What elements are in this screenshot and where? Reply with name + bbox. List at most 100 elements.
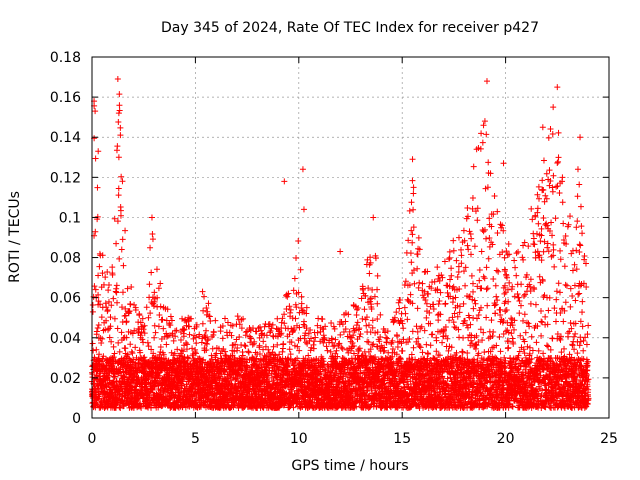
data-point	[278, 319, 285, 326]
data-point	[147, 310, 154, 317]
data-point	[160, 351, 167, 358]
data-point	[90, 347, 97, 354]
data-point	[193, 340, 200, 347]
data-point	[97, 301, 104, 308]
data-point	[410, 206, 417, 213]
data-point	[149, 387, 156, 394]
data-point	[123, 318, 130, 325]
data-point	[105, 287, 112, 294]
data-point	[96, 263, 103, 270]
data-point	[115, 185, 122, 192]
data-point	[361, 306, 368, 313]
data-point	[92, 286, 99, 293]
data-point	[117, 212, 124, 219]
data-point	[128, 348, 135, 355]
data-point	[173, 327, 180, 334]
data-point	[374, 300, 381, 307]
data-point	[92, 386, 99, 393]
data-point	[415, 234, 422, 241]
data-point	[141, 322, 148, 329]
data-point	[149, 236, 156, 243]
data-point	[210, 329, 217, 336]
data-point	[116, 255, 123, 262]
data-point	[374, 316, 381, 323]
data-point	[152, 329, 159, 336]
data-point	[181, 326, 188, 333]
data-point	[319, 316, 326, 323]
data-point	[393, 309, 400, 316]
data-point	[374, 286, 381, 293]
chart-title: Day 345 of 2024, Rate Of TEC Index for r…	[161, 20, 539, 36]
data-point	[132, 306, 139, 313]
data-point	[129, 330, 136, 337]
data-point	[109, 264, 116, 271]
data-point	[291, 275, 298, 282]
data-point	[140, 326, 147, 333]
data-point	[298, 293, 305, 300]
data-point	[186, 323, 193, 330]
data-point	[110, 354, 117, 361]
data-point	[107, 323, 114, 330]
data-point	[117, 124, 124, 131]
data-point	[354, 319, 361, 326]
data-point	[147, 244, 154, 251]
data-point	[190, 335, 197, 342]
data-point	[199, 288, 206, 295]
data-point	[292, 315, 299, 322]
data-point	[274, 315, 281, 322]
data-point	[234, 385, 241, 392]
data-point	[111, 350, 118, 357]
data-point	[164, 306, 171, 313]
data-point	[178, 347, 185, 354]
data-point	[95, 298, 102, 305]
data-point	[204, 308, 211, 315]
data-point	[115, 192, 122, 199]
data-point	[149, 231, 156, 238]
data-point	[154, 294, 161, 301]
data-point	[114, 325, 121, 332]
data-point	[113, 289, 120, 296]
data-point	[369, 317, 376, 324]
data-point	[228, 332, 235, 339]
data-point	[369, 342, 376, 349]
data-point	[247, 335, 254, 342]
data-point	[410, 190, 417, 197]
data-point	[170, 337, 177, 344]
data-point	[295, 238, 302, 245]
data-point	[92, 155, 99, 162]
data-point	[178, 382, 185, 389]
data-point	[320, 339, 327, 346]
data-point	[394, 333, 401, 340]
data-point	[168, 317, 175, 324]
data-point	[193, 321, 200, 328]
data-point	[236, 333, 243, 340]
data-point	[99, 270, 106, 277]
data-point	[127, 341, 134, 348]
data-point	[98, 339, 105, 346]
data-point	[293, 255, 300, 262]
data-point	[167, 313, 174, 320]
data-point	[120, 262, 127, 269]
data-point	[193, 350, 199, 357]
data-point	[200, 307, 207, 314]
data-point	[117, 132, 124, 139]
data-point	[95, 291, 102, 298]
data-point	[238, 367, 245, 374]
data-point	[300, 318, 307, 325]
data-point	[203, 327, 210, 334]
data-point	[118, 329, 125, 336]
data-point	[148, 346, 155, 353]
data-point	[137, 319, 144, 326]
data-point	[245, 348, 252, 355]
data-point	[167, 322, 174, 329]
data-point	[114, 369, 121, 376]
data-point	[339, 345, 346, 352]
data-point	[124, 285, 131, 292]
data-point	[286, 303, 293, 310]
data-point	[94, 213, 101, 220]
data-point	[224, 319, 231, 326]
data-point	[144, 339, 151, 346]
data-point	[138, 404, 145, 411]
data-point	[177, 336, 184, 343]
data-point	[365, 322, 372, 329]
